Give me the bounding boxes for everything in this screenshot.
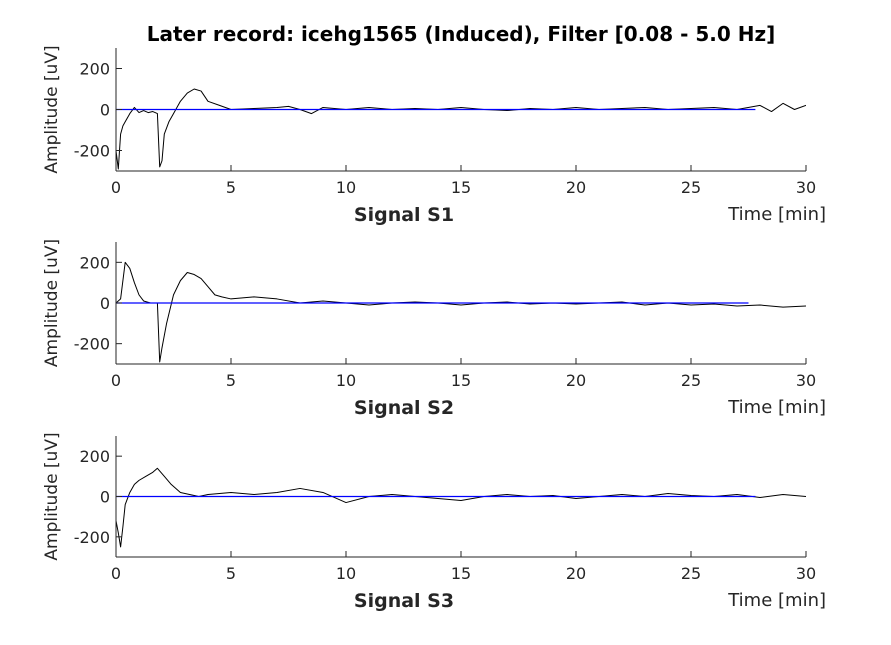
y-tick-label: 0 xyxy=(100,294,110,313)
y-tick-label: 0 xyxy=(100,488,110,507)
x-tick-label: 15 xyxy=(451,371,471,390)
x-tick-label: 10 xyxy=(336,564,356,583)
series-line-raw xyxy=(116,261,806,363)
x-tick-label: 10 xyxy=(336,371,356,390)
x-unit-label: Time [min] xyxy=(727,204,826,225)
x-axis-label: Signal S3 xyxy=(354,590,454,612)
x-tick-label: 5 xyxy=(226,178,236,197)
series-line-raw xyxy=(116,88,806,170)
y-tick-label: -200 xyxy=(74,528,110,547)
series-group xyxy=(116,261,806,363)
x-tick-label: 30 xyxy=(796,564,816,583)
x-tick-label: 5 xyxy=(226,371,236,390)
series-line-raw xyxy=(116,467,806,548)
x-tick-label: 20 xyxy=(566,564,586,583)
y-tick-label: 200 xyxy=(79,253,110,272)
x-tick-label: 25 xyxy=(681,564,701,583)
x-tick-label: 15 xyxy=(451,564,471,583)
x-unit-label: Time [min] xyxy=(727,590,826,611)
x-tick-label: 30 xyxy=(796,371,816,390)
y-tick-label: 200 xyxy=(79,60,110,79)
x-tick-label: 25 xyxy=(681,371,701,390)
x-axis-label: Signal S1 xyxy=(354,204,454,226)
x-unit-label: Time [min] xyxy=(727,397,826,418)
x-tick-label: 0 xyxy=(111,564,121,583)
chart-title: Later record: icehg1565 (Induced), Filte… xyxy=(147,22,776,46)
y-axis-label: Amplitude [uV] xyxy=(42,239,62,367)
x-tick-label: 5 xyxy=(226,564,236,583)
x-tick-label: 0 xyxy=(111,178,121,197)
y-tick-label: -200 xyxy=(74,142,110,161)
y-tick-label: 0 xyxy=(100,101,110,120)
x-tick-label: 20 xyxy=(566,371,586,390)
series-group xyxy=(116,88,806,170)
y-axis-label: Amplitude [uV] xyxy=(42,432,62,560)
x-axis-label: Signal S2 xyxy=(354,397,454,419)
x-tick-label: 30 xyxy=(796,178,816,197)
y-axis-label: Amplitude [uV] xyxy=(42,45,62,173)
y-tick-label: 200 xyxy=(79,447,110,466)
y-tick-label: -200 xyxy=(74,335,110,354)
x-tick-label: 25 xyxy=(681,178,701,197)
x-tick-label: 10 xyxy=(336,178,356,197)
x-tick-label: 15 xyxy=(451,178,471,197)
series-group xyxy=(116,467,806,548)
x-tick-label: 0 xyxy=(111,371,121,390)
x-tick-label: 20 xyxy=(566,178,586,197)
